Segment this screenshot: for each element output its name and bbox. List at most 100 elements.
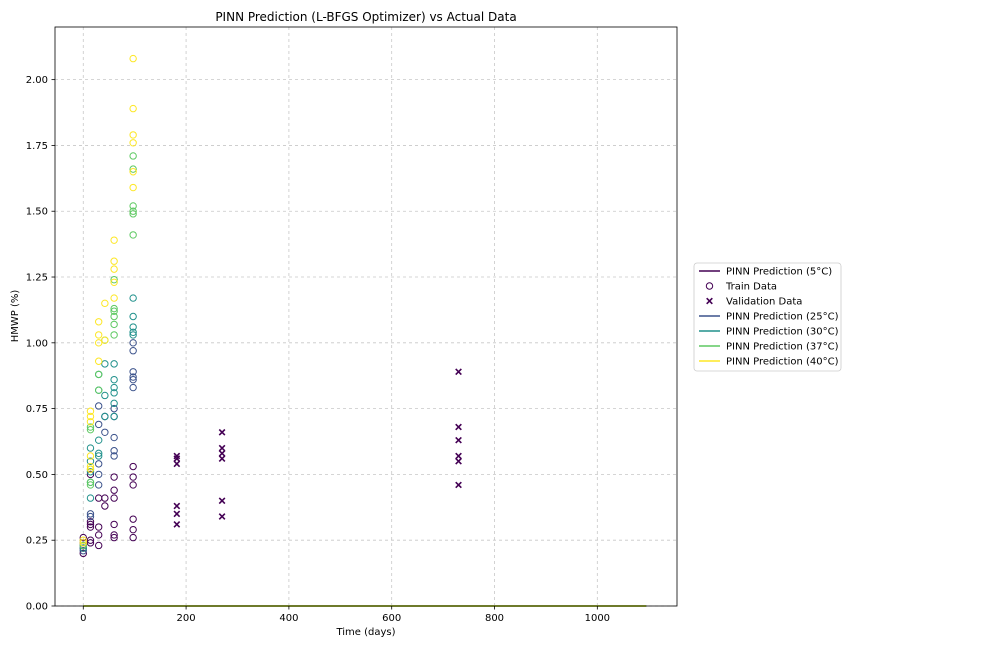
train-point <box>129 473 137 481</box>
train-point <box>101 336 109 344</box>
legend-label: PINN Prediction (5°C) <box>726 267 832 278</box>
legend-label: Validation Data <box>726 297 802 308</box>
validation-cross-stroke <box>173 521 181 528</box>
train-point <box>94 494 103 502</box>
train-point <box>94 318 103 326</box>
legend-box <box>693 262 842 372</box>
train-point <box>94 370 103 379</box>
validation-point <box>218 449 226 457</box>
validation-cross-stroke <box>218 428 226 436</box>
train-point <box>129 104 137 113</box>
y-tick-label: 0.25 <box>26 536 48 547</box>
legend-label: PINN Prediction (25°C) <box>726 312 839 323</box>
train-point <box>101 502 109 510</box>
train-point <box>110 486 118 494</box>
validation-point <box>173 452 181 460</box>
train-point <box>129 152 137 160</box>
train-point <box>94 523 103 531</box>
legend-item: PINN Prediction (25°C) <box>699 312 839 323</box>
train-point <box>110 383 118 392</box>
train-point <box>86 539 95 547</box>
train-point <box>110 533 118 542</box>
train-point <box>94 449 103 458</box>
legend-item: Validation Data <box>706 297 802 308</box>
train-point <box>129 54 137 63</box>
train-point <box>94 420 103 429</box>
train-point <box>110 278 118 286</box>
x-axis-label: Time (days) <box>335 627 395 638</box>
train-point <box>86 457 95 465</box>
validation-cross-stroke <box>173 510 181 518</box>
validation-point <box>455 368 462 376</box>
train-point <box>110 389 118 397</box>
train-point <box>129 339 137 347</box>
train-point <box>86 452 95 460</box>
grid-layer <box>55 27 677 607</box>
train-point <box>110 320 118 329</box>
validation-point <box>218 513 226 520</box>
train-point <box>110 447 118 455</box>
legend-items: PINN Prediction (5°C) Train Data Validatio… <box>699 267 839 368</box>
validation-point <box>173 510 181 518</box>
train-point <box>129 328 137 336</box>
train-point <box>129 323 137 331</box>
train-point <box>129 373 137 381</box>
legend-item: PINN Prediction (40°C) <box>699 357 839 368</box>
train-point <box>129 375 137 384</box>
validation-cross-stroke <box>173 452 181 460</box>
train-point <box>94 339 103 347</box>
legend-item: Train Data <box>705 282 777 293</box>
legend: PINN Prediction (5°C) Train Data Validatio… <box>693 262 842 372</box>
y-tick-label: 2.00 <box>26 75 48 86</box>
validation-cross-stroke <box>173 502 181 510</box>
train-point <box>129 462 137 471</box>
validation-point <box>455 481 462 489</box>
legend-label: PINN Prediction (40°C) <box>726 357 839 368</box>
train-point <box>101 391 109 400</box>
x-tick-label: 0 <box>80 613 86 624</box>
legend-item: PINN Prediction (30°C) <box>699 327 839 338</box>
train-point <box>129 347 137 355</box>
x-tick-label: 200 <box>177 613 196 624</box>
train-point <box>110 304 118 313</box>
y-tick-label: 0.75 <box>26 404 48 415</box>
validation-point <box>218 455 226 462</box>
train-point <box>101 428 109 436</box>
train-point <box>79 536 87 544</box>
train-point <box>86 481 95 489</box>
train-point <box>86 478 95 487</box>
train-point <box>94 402 103 410</box>
x-tick-label: 400 <box>279 613 298 624</box>
train-point <box>129 202 137 210</box>
y-tick-label: 1.50 <box>26 207 48 218</box>
train-point <box>110 360 118 368</box>
validation-cross-stroke <box>173 460 181 468</box>
train-point <box>110 520 118 529</box>
validation-cross-stroke <box>455 452 462 460</box>
train-point <box>101 299 109 308</box>
train-point <box>110 412 118 421</box>
y-tick-label: 0.50 <box>26 470 48 481</box>
train-point <box>110 331 118 339</box>
plot-frame <box>54 26 678 607</box>
train-point <box>129 331 137 339</box>
train-point <box>94 481 103 489</box>
train-point <box>110 257 118 265</box>
x-axis-ticks: 0 200 400 600 800 1000 <box>80 606 610 624</box>
train-point <box>79 549 87 558</box>
train-point <box>94 452 103 460</box>
chart-title: PINN Prediction (L-BFGS Optimizer) vs Ac… <box>215 10 516 24</box>
train-point <box>110 433 118 442</box>
validation-point <box>173 460 181 468</box>
train-point <box>86 465 95 473</box>
validation-point <box>455 457 462 465</box>
train-point <box>86 494 95 502</box>
legend-item: PINN Prediction (37°C) <box>699 342 839 353</box>
train-point <box>110 399 118 408</box>
train-point <box>86 468 95 476</box>
train-point <box>110 312 118 321</box>
y-axis-label: HMWP (%) <box>10 290 21 343</box>
x-tick-label: 600 <box>382 613 401 624</box>
validation-point <box>455 452 462 460</box>
